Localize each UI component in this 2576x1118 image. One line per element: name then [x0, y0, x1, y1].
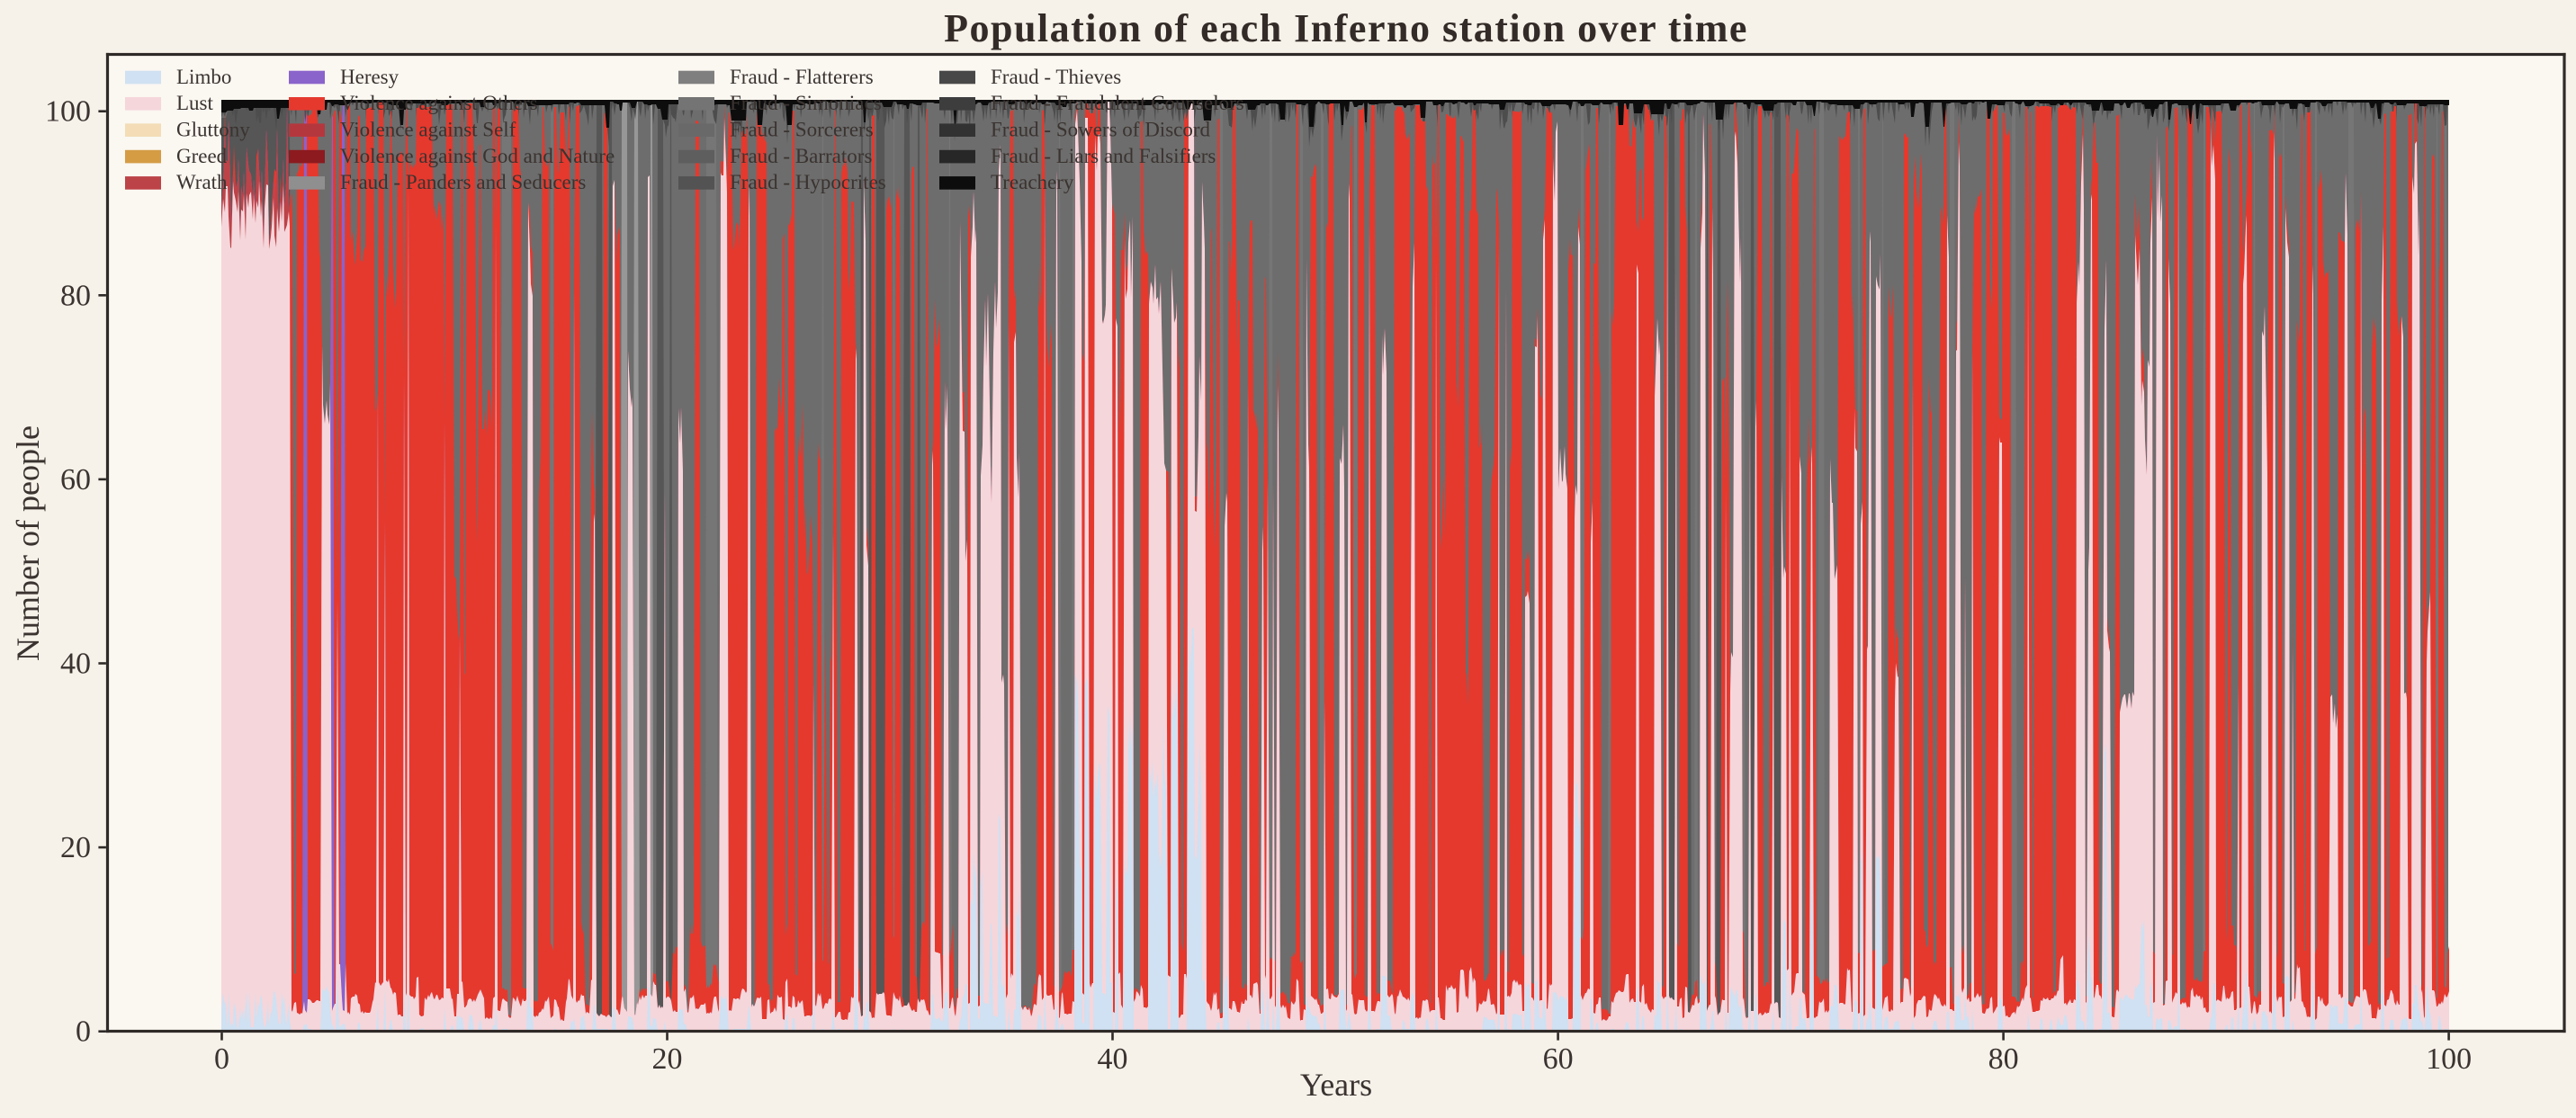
svg-text:Fraud - Sorcerers: Fraud - Sorcerers: [730, 119, 874, 141]
svg-text:Wrath: Wrath: [176, 171, 228, 193]
svg-text:Fraud - Thieves: Fraud - Thieves: [991, 66, 1121, 88]
svg-text:Fraud - Barrators: Fraud - Barrators: [730, 145, 872, 167]
svg-text:Years: Years: [1300, 1067, 1372, 1103]
svg-text:Fraud - Hypocrites: Fraud - Hypocrites: [730, 171, 886, 193]
svg-text:Fraud - Panders and Seducers: Fraud - Panders and Seducers: [340, 171, 586, 193]
svg-text:80: 80: [1988, 1042, 2019, 1076]
svg-text:Fraud - Simoniacs: Fraud - Simoniacs: [730, 92, 882, 114]
svg-text:100: 100: [2426, 1042, 2472, 1076]
svg-text:Population of each Inferno sta: Population of each Inferno station over …: [944, 6, 1748, 50]
svg-text:Fraud - Sowers of Discord: Fraud - Sowers of Discord: [991, 119, 1211, 141]
svg-text:Treachery: Treachery: [991, 171, 1074, 193]
svg-text:Fraud - Fraudulent Counselors: Fraud - Fraudulent Counselors: [991, 92, 1244, 114]
svg-text:100: 100: [45, 95, 91, 129]
svg-text:0: 0: [76, 1015, 91, 1049]
svg-text:Greed: Greed: [176, 145, 228, 167]
svg-text:20: 20: [652, 1042, 683, 1076]
svg-text:40: 40: [60, 648, 91, 681]
svg-text:20: 20: [60, 831, 91, 864]
svg-text:Fraud - Flatterers: Fraud - Flatterers: [730, 66, 874, 88]
svg-text:80: 80: [60, 279, 91, 312]
svg-text:60: 60: [60, 463, 91, 496]
svg-text:Fraud - Liars and Falsifiers: Fraud - Liars and Falsifiers: [991, 145, 1216, 167]
svg-text:0: 0: [214, 1042, 229, 1076]
svg-text:Limbo: Limbo: [176, 66, 231, 88]
svg-text:Heresy: Heresy: [340, 66, 399, 88]
svg-text:Gluttony: Gluttony: [176, 119, 250, 141]
svg-text:Violence against Others: Violence against Others: [340, 92, 538, 114]
svg-text:Violence against Self: Violence against Self: [340, 119, 516, 141]
svg-text:60: 60: [1543, 1042, 1574, 1076]
svg-text:40: 40: [1098, 1042, 1128, 1076]
svg-text:Violence against God and Natur: Violence against God and Nature: [340, 145, 615, 167]
svg-text:Lust: Lust: [176, 92, 214, 114]
svg-text:Number of people: Number of people: [10, 425, 46, 661]
